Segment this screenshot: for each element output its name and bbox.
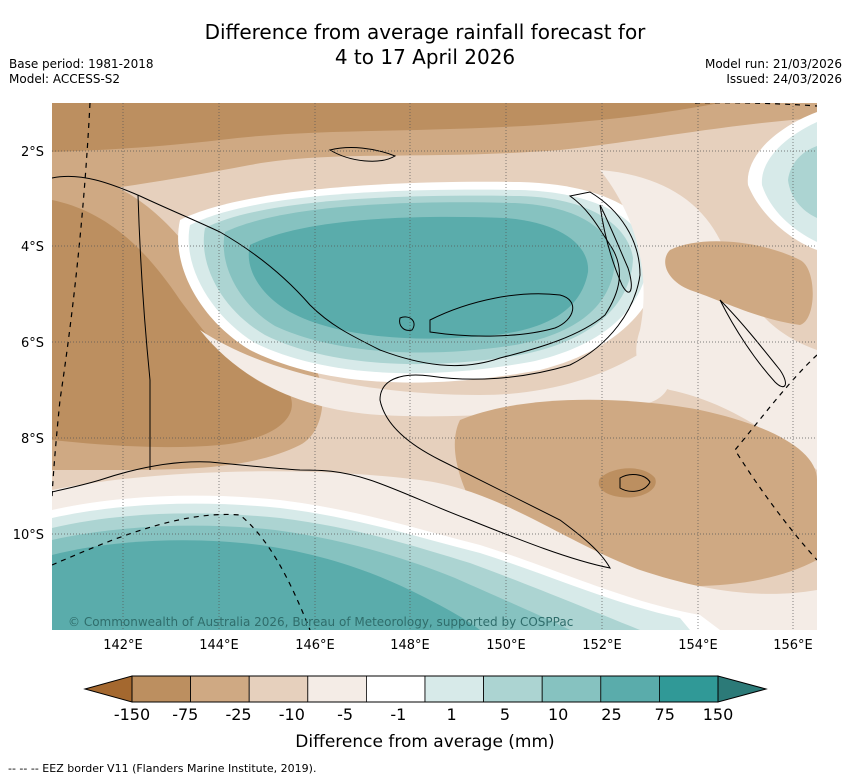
eez-border-east (734, 354, 817, 561)
lon-label: 142°E (103, 638, 143, 653)
colorbar: -150 -75 -25 -10 -5 -1 1 5 10 25 75 150 (83, 675, 768, 724)
field-west-core (52, 200, 292, 448)
colorbar-tick-label: 75 (655, 705, 675, 724)
colorbar-tick-label: -1 (390, 705, 406, 724)
colorbar-tick-label: -5 (337, 705, 353, 724)
meta-left: Base period: 1981-2018 Model: ACCESS-S2 (9, 57, 154, 87)
lon-label: 148°E (390, 638, 430, 653)
field-east-dry (665, 241, 813, 325)
title-line-2: 4 to 17 April 2026 (334, 45, 516, 69)
colorbar-tick-label: 25 (601, 705, 621, 724)
colorbar-cell (600, 675, 660, 703)
coastline-new-ireland (599, 204, 632, 293)
gridlines (52, 103, 817, 630)
border-line (137, 194, 151, 470)
colorbar-frame (131, 675, 719, 703)
lon-label: 146°E (295, 638, 335, 653)
colorbar-cell (190, 675, 250, 703)
lon-label: 150°E (486, 638, 526, 653)
coastline-islet (399, 316, 415, 331)
colorbar-cell (424, 675, 484, 703)
issued-date: Issued: 24/03/2026 (726, 72, 842, 86)
lon-label: 144°E (199, 638, 239, 653)
colorbar-cell (541, 675, 602, 703)
meta-right: Model run: 21/03/2026 Issued: 24/03/2026 (705, 57, 842, 87)
lon-label: 152°E (582, 638, 622, 653)
coastline-woodlark (619, 474, 651, 492)
colorbar-tick-label: -75 (172, 705, 198, 724)
title-line-1: Difference from average rainfall forecas… (204, 20, 646, 44)
eez-border-south (52, 513, 311, 630)
legend-title: Difference from average (mm) (295, 732, 554, 752)
base-period: Base period: 1981-2018 (9, 57, 154, 71)
colorbar-extend-left (83, 675, 133, 703)
colorbar-tick-label: 150 (703, 705, 734, 724)
eez-border-west (52, 103, 91, 501)
colorbar-tick-label: 5 (500, 705, 510, 724)
colorbar-tick-label: -150 (114, 705, 150, 724)
model-run: Model run: 21/03/2026 (704, 57, 842, 71)
lat-label: 4°S (21, 240, 44, 255)
coastline-bougainville (719, 299, 786, 388)
field-se-corner (760, 600, 817, 630)
colorbar-cell (307, 675, 367, 703)
map-title: Difference from average rainfall forecas… (0, 20, 850, 70)
lat-label: 2°S (21, 145, 44, 160)
eez-border-ne (695, 103, 817, 107)
colorbar-cell (365, 675, 426, 703)
coastline-new-britain (429, 293, 573, 337)
field-ne-3 (788, 140, 817, 218)
eez-footnote: -- -- -- EEZ border V11 (Flanders Marine… (8, 762, 317, 775)
coastline-new-guinea (52, 175, 641, 569)
lat-labels: 2°S 4°S 6°S 8°S 10°S (13, 145, 44, 543)
field-mid-light (200, 330, 671, 417)
model-name: Model: ACCESS-S2 (9, 72, 121, 86)
colorbar-cell (483, 675, 543, 703)
lat-label: 10°S (13, 528, 44, 543)
field-wet-5 (248, 216, 589, 339)
field-east-light (600, 170, 817, 470)
lon-label: 156°E (773, 638, 813, 653)
colorbar-tick-label: -10 (279, 705, 305, 724)
colorbar-cell (248, 675, 309, 703)
coastline-manus (328, 147, 397, 162)
field-sw-5 (52, 540, 480, 630)
colorbar-extend-right (717, 675, 768, 703)
map-field (52, 103, 817, 630)
lon-labels: 142°E 144°E 146°E 148°E 150°E 152°E 154°… (103, 638, 813, 653)
colorbar-tick-label: 1 (447, 705, 457, 724)
colorbar-tick-label: -25 (225, 705, 251, 724)
lon-label: 154°E (678, 638, 718, 653)
copyright-text: © Commonwealth of Australia 2026, Bureau… (68, 615, 573, 629)
lat-label: 8°S (21, 432, 44, 447)
lat-label: 6°S (21, 336, 44, 351)
colorbar-tick-label: 10 (548, 705, 568, 724)
colorbar-cell (659, 675, 719, 703)
colorbar-cell (131, 675, 191, 703)
